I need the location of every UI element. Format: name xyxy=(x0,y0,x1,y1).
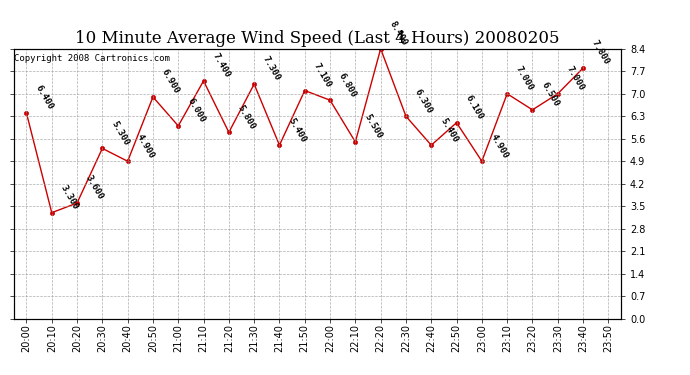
Text: 6.900: 6.900 xyxy=(160,68,181,96)
Text: 5.800: 5.800 xyxy=(236,103,257,131)
Text: 4.900: 4.900 xyxy=(489,132,510,160)
Text: 6.100: 6.100 xyxy=(464,93,485,121)
Text: 3.300: 3.300 xyxy=(59,183,80,211)
Text: 6.400: 6.400 xyxy=(33,84,55,112)
Text: 7.000: 7.000 xyxy=(514,64,535,92)
Text: 5.400: 5.400 xyxy=(286,116,308,144)
Text: 7.400: 7.400 xyxy=(210,52,232,80)
Text: 6.300: 6.300 xyxy=(413,87,434,115)
Text: 4.900: 4.900 xyxy=(135,132,156,160)
Text: 7.000: 7.000 xyxy=(564,64,586,92)
Text: 3.600: 3.600 xyxy=(84,174,106,202)
Text: 6.800: 6.800 xyxy=(337,71,358,99)
Text: 8.400: 8.400 xyxy=(388,20,409,47)
Text: 7.100: 7.100 xyxy=(312,62,333,89)
Text: 5.400: 5.400 xyxy=(438,116,460,144)
Text: 5.300: 5.300 xyxy=(109,119,130,147)
Text: 6.500: 6.500 xyxy=(540,81,561,108)
Text: 6.000: 6.000 xyxy=(185,97,206,124)
Text: 7.800: 7.800 xyxy=(590,39,611,67)
Text: 7.300: 7.300 xyxy=(261,55,282,83)
Text: 5.500: 5.500 xyxy=(362,113,384,141)
Text: Copyright 2008 Cartronics.com: Copyright 2008 Cartronics.com xyxy=(14,54,170,63)
Title: 10 Minute Average Wind Speed (Last 4 Hours) 20080205: 10 Minute Average Wind Speed (Last 4 Hou… xyxy=(75,30,560,47)
